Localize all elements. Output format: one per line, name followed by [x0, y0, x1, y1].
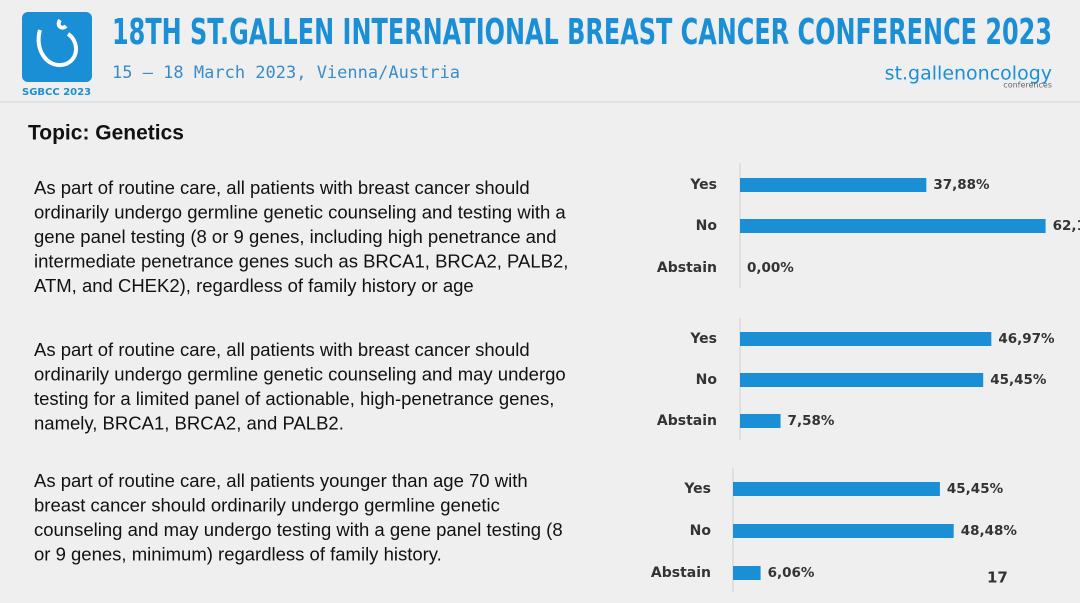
bar	[740, 332, 992, 346]
question-line: ordinarily undergo germline genetic coun…	[34, 363, 566, 384]
value-label: 48,48%	[961, 523, 1018, 539]
brand-sub: conferences	[1003, 81, 1052, 90]
category-label: Yes	[683, 481, 711, 497]
value-label: 37,88%	[933, 177, 990, 193]
bar	[740, 219, 1046, 233]
question-line: As part of routine care, all patients wi…	[34, 177, 530, 198]
category-label: Yes	[689, 331, 717, 347]
value-label: 6,06%	[768, 565, 815, 581]
logo-text: SGBCC 2023	[22, 87, 91, 98]
bar	[733, 482, 940, 496]
question-line: counseling and may undergo testing with …	[34, 519, 563, 540]
bar	[740, 414, 781, 428]
brand: st.gallenoncology	[885, 63, 1052, 85]
question-line: or 9 genes, minimum) regardless of famil…	[34, 543, 442, 564]
category-label: Abstain	[651, 565, 711, 581]
bar	[740, 178, 927, 192]
question-line: As part of routine care, all patients wi…	[34, 339, 530, 360]
topic: Topic: Genetics	[28, 122, 184, 145]
value-label: 7,58%	[788, 413, 835, 429]
logo-swirl	[36, 18, 78, 68]
question-line: ATM, and CHEK2), regardless of family hi…	[34, 275, 474, 296]
value-label: 45,45%	[947, 481, 1004, 497]
bar	[740, 373, 984, 387]
bar	[733, 566, 761, 580]
category-label: No	[690, 523, 712, 539]
question-line: As part of routine care, all patients yo…	[34, 470, 528, 491]
question-line: breast cancer should ordinarily undergo …	[34, 494, 500, 515]
bar	[733, 524, 954, 538]
page-number: 17	[987, 569, 1008, 587]
question-line: namely, BRCA1, BRCA2, and PALB2.	[34, 412, 344, 433]
value-label: 62,12	[1053, 218, 1080, 234]
value-label: 45,45%	[990, 372, 1047, 388]
question-line: intermediate penetrance genes such as BR…	[34, 250, 568, 271]
category-label: Yes	[689, 177, 717, 193]
category-label: No	[696, 372, 718, 388]
question-line: testing for a limited panel of actionabl…	[34, 388, 554, 409]
question-line: gene panel testing (8 or 9 genes, includ…	[34, 226, 557, 247]
category-label: No	[696, 218, 718, 234]
category-label: Abstain	[657, 260, 717, 276]
conference-subtitle: 15 – 18 March 2023, Vienna/Austria	[112, 63, 460, 83]
value-label: 0,00%	[747, 260, 794, 276]
question-line: ordinarily undergo germline genetic coun…	[34, 201, 566, 222]
category-label: Abstain	[657, 413, 717, 429]
conference-title: 18TH ST.GALLEN INTERNATIONAL BREAST CANC…	[112, 12, 1052, 53]
value-label: 46,97%	[998, 331, 1055, 347]
logo	[22, 12, 92, 82]
